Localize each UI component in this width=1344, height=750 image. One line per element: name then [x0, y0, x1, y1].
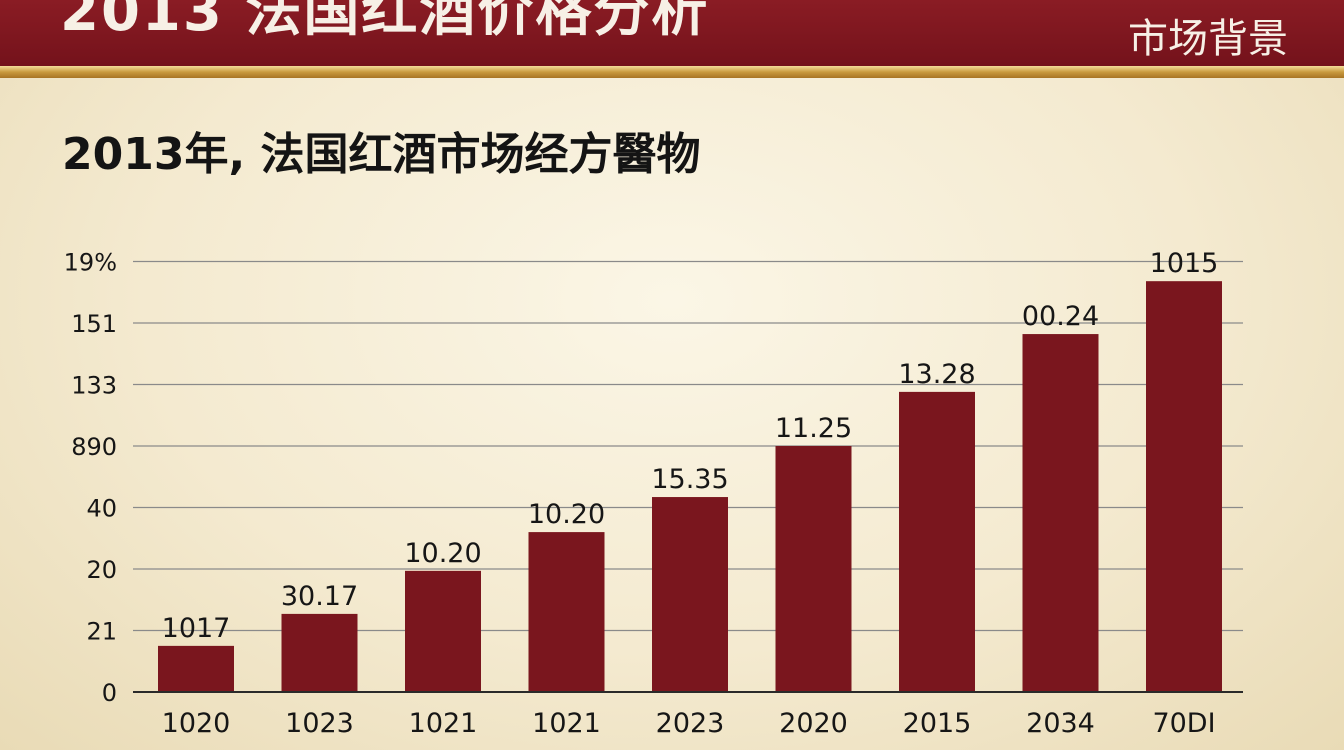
y-tick-label: 0	[102, 679, 117, 707]
bar	[899, 391, 975, 692]
y-tick-label: 890	[71, 433, 117, 461]
y-tick-label: 133	[71, 372, 117, 400]
bar	[528, 532, 605, 692]
bar	[1022, 334, 1099, 692]
section-tag: 市场背景	[1128, 16, 1288, 62]
bar	[158, 645, 234, 692]
data-labels: 1017 30.17 10.20 10.20 15.35 11.25 13.28 00.24 1…	[162, 248, 1219, 644]
data-label: 15.35	[651, 464, 728, 495]
y-tick-label: 40	[86, 495, 117, 523]
data-label: 10.20	[404, 538, 481, 569]
data-label: 1017	[162, 613, 231, 644]
bar	[281, 613, 358, 692]
x-tick-label: 1021	[532, 708, 601, 739]
bars	[158, 281, 1222, 692]
x-tick-label: 2015	[903, 708, 972, 739]
chart-title: 2013年, 法国红酒市场经方醫物	[62, 129, 701, 180]
x-tick-label: 2023	[656, 708, 725, 739]
data-label: 1015	[1150, 248, 1219, 279]
data-label: 11.25	[775, 413, 852, 444]
x-tick-label: 2034	[1026, 708, 1095, 739]
page-title: 2013 法国红酒价格分析	[60, 0, 710, 44]
bar	[775, 446, 852, 692]
data-label: 30.17	[281, 581, 358, 612]
data-label: 00.24	[1022, 301, 1099, 332]
x-tick-label: 70DI	[1152, 708, 1215, 739]
header-banner: 2013 法国红酒价格分析 市场背景	[0, 0, 1344, 66]
data-label: 10.20	[528, 499, 605, 530]
bar	[652, 497, 728, 692]
y-tick-label: 151	[71, 310, 117, 338]
x-tick-label: 1020	[162, 708, 231, 739]
data-label: 13.28	[898, 359, 975, 390]
x-tick-label: 1021	[409, 708, 478, 739]
bar	[1146, 281, 1222, 692]
x-axis-ticks: 1020 1023 1021 1021 2023 2020 2015 2034 70DI	[162, 708, 1216, 739]
y-axis-ticks: 0 21 20 40 890 133 151 19%	[64, 249, 117, 708]
y-tick-label: 21	[86, 618, 117, 646]
gold-divider	[0, 66, 1344, 78]
y-tick-label: 20	[86, 556, 117, 584]
x-tick-label: 2020	[779, 708, 848, 739]
bar	[405, 570, 481, 692]
x-tick-label: 1023	[285, 708, 354, 739]
y-tick-label: 19%	[64, 249, 117, 277]
